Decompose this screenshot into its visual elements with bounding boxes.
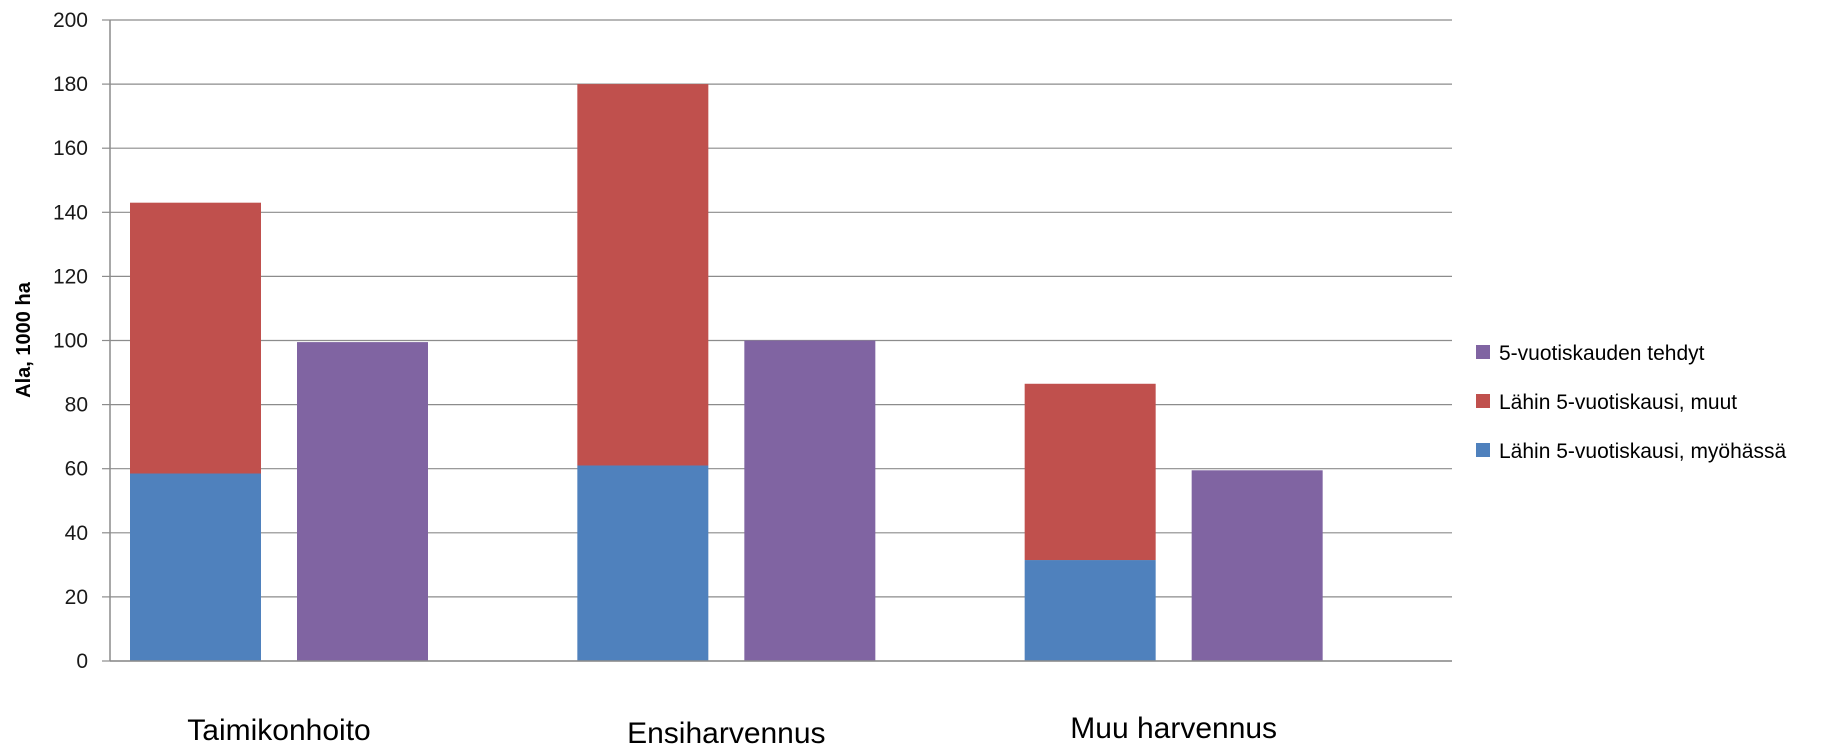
legend-label: Lähin 5-vuotiskausi, muut (1499, 391, 1737, 414)
bar-5-vuotiskauden-tehdyt (1191, 470, 1323, 661)
y-tick-label: 160 (53, 137, 88, 160)
bar-l-hin-5-vuotiskausi-muut (577, 84, 709, 466)
y-tick-label: 0 (76, 650, 88, 673)
y-tick-label: 40 (65, 522, 88, 545)
y-tick-label: 80 (65, 394, 88, 417)
y-tick-label: 100 (53, 330, 88, 353)
y-axis-ticks: 0 20 40 60 80 100 120 140 160 180 200 (53, 9, 88, 673)
bar-l-hin-5-vuotiskausi-muut (1024, 383, 1156, 561)
bar-l-hin-5-vuotiskausi-my-h-ss- (577, 465, 709, 661)
bar-5-vuotiskauden-tehdyt (744, 340, 876, 661)
y-tick-label: 200 (53, 9, 88, 32)
legend-label: 5-vuotiskauden tehdyt (1499, 342, 1705, 365)
legend: 5-vuotiskauden tehdyt Lähin 5-vuotiskausi… (1476, 342, 1786, 463)
y-tick-label: 180 (53, 73, 88, 96)
y-tick-label: 20 (65, 586, 88, 609)
x-category-label: Ensiharvennus (627, 717, 825, 750)
legend-label: Lähin 5-vuotiskausi, myöhässä (1499, 440, 1786, 463)
y-axis-label: Ala, 1000 ha (13, 281, 35, 398)
legend-swatch (1476, 345, 1490, 359)
x-category-label: Muu harvennus (1070, 712, 1277, 745)
category-labels: Taimikonhoito Ensiharvennus Muu harvennus (187, 712, 1277, 750)
bar-5-vuotiskauden-tehdyt (297, 342, 428, 661)
legend-swatch (1476, 443, 1490, 457)
legend-swatch (1476, 394, 1490, 408)
bars (130, 84, 1323, 661)
x-category-label: Taimikonhoito (187, 714, 370, 747)
y-tick-label: 60 (65, 458, 88, 481)
y-tick-label: 120 (53, 265, 88, 288)
bar-l-hin-5-vuotiskausi-my-h-ss- (1024, 560, 1156, 661)
bar-l-hin-5-vuotiskausi-my-h-ss- (130, 473, 261, 661)
bar-l-hin-5-vuotiskausi-muut (130, 202, 261, 474)
y-tick-label: 140 (53, 201, 88, 224)
